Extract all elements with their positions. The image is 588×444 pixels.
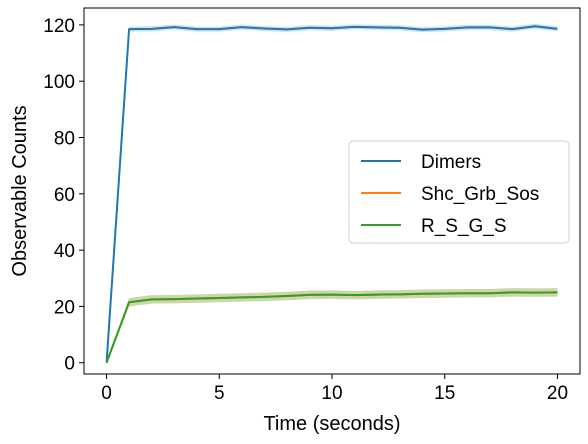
y-axis-label: Observable Counts [9,105,31,276]
x-tick-label: 5 [214,383,225,404]
x-tick-label: 0 [101,383,112,404]
y-tick-label: 100 [43,72,75,93]
y-tick-label: 40 [54,241,75,262]
legend-box [348,140,570,244]
y-axis: 0 20 40 60 80 100 120 [43,16,84,375]
legend-label: Shc_Grb_Sos [421,184,539,205]
line-r-s-g-s [105,291,558,364]
band-shc-grb-sos [106,288,558,363]
x-tick-label: 15 [434,383,455,404]
y-tick-label: 20 [54,297,75,318]
x-axis-label: Time (seconds) [263,413,400,435]
x-tick-label: 10 [321,383,342,404]
y-tick-label: 120 [43,16,75,37]
series-lines [105,25,558,364]
y-tick-label: 0 [64,354,75,375]
x-axis: 0 5 10 15 20 [101,374,568,404]
y-tick-label: 60 [54,185,75,206]
x-tick-label: 20 [547,383,568,404]
confidence-bands [106,23,558,363]
legend-label: Dimers [421,152,481,173]
y-tick-label: 80 [54,129,75,150]
line-dimers [105,25,558,363]
legend: Dimers Shc_Grb_Sos R_S_G_S [348,140,570,244]
band-r-s-g-s [106,288,558,363]
legend-label: R_S_G_S [421,216,507,237]
